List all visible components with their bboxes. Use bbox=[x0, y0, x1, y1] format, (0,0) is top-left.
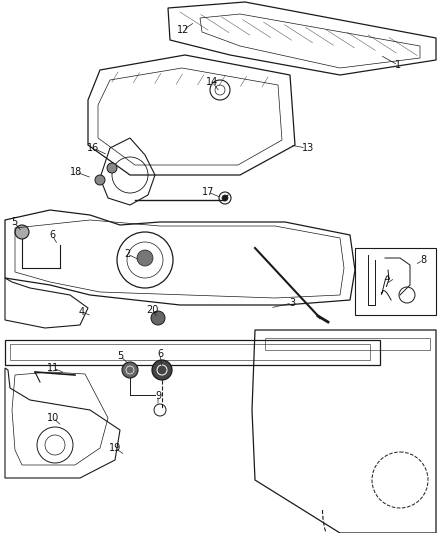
Circle shape bbox=[95, 175, 105, 185]
Circle shape bbox=[152, 360, 172, 380]
Text: 18: 18 bbox=[70, 167, 82, 177]
Circle shape bbox=[107, 163, 117, 173]
Circle shape bbox=[151, 311, 165, 325]
Circle shape bbox=[15, 225, 29, 239]
Text: 20: 20 bbox=[146, 305, 158, 315]
Text: 13: 13 bbox=[302, 143, 314, 153]
Text: 6: 6 bbox=[49, 230, 55, 240]
Text: 14: 14 bbox=[206, 77, 218, 87]
Text: 16: 16 bbox=[87, 143, 99, 153]
Text: 2: 2 bbox=[124, 249, 130, 259]
Text: 10: 10 bbox=[47, 413, 59, 423]
Text: 1: 1 bbox=[395, 60, 401, 70]
Circle shape bbox=[137, 250, 153, 266]
Circle shape bbox=[222, 195, 228, 201]
Text: 5: 5 bbox=[11, 217, 17, 227]
Text: 4: 4 bbox=[79, 307, 85, 317]
Text: 12: 12 bbox=[177, 25, 189, 35]
Text: 5: 5 bbox=[117, 351, 123, 361]
Text: 8: 8 bbox=[420, 255, 426, 265]
Circle shape bbox=[122, 362, 138, 378]
Text: 19: 19 bbox=[109, 443, 121, 453]
Text: 17: 17 bbox=[202, 187, 214, 197]
Text: 3: 3 bbox=[289, 298, 295, 308]
Text: 11: 11 bbox=[47, 363, 59, 373]
Text: 6: 6 bbox=[157, 349, 163, 359]
Text: 9: 9 bbox=[155, 391, 161, 401]
Text: 7: 7 bbox=[383, 279, 389, 289]
